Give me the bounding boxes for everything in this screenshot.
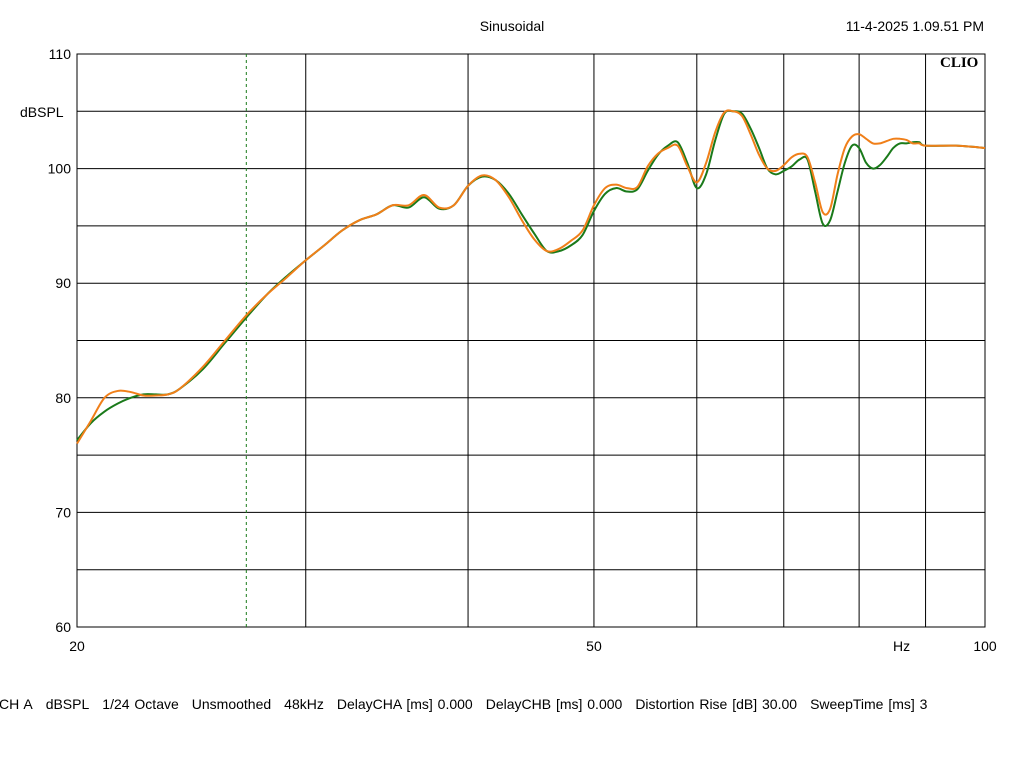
x-axis-unit-label: Hz: [893, 638, 910, 654]
frequency-response-chart: 110 100 90 80 70 60 20 50 100 dBSPL Hz CLIO: [20, 46, 997, 654]
y-tick-label: 110: [49, 46, 72, 62]
footer-item: 1/24 Octave: [102, 696, 179, 712]
footer-item: Unsmoothed: [191, 696, 272, 712]
y-tick-label: 90: [55, 275, 71, 291]
y-tick-label: 80: [55, 390, 71, 406]
chart-title: Sinusoidal: [479, 18, 545, 34]
footer-item: DelayCHA [ms] 0.000: [336, 696, 473, 712]
timestamp: 11-4-2025 1.09.51 PM: [845, 18, 984, 34]
y-axis-ticks: 110 100 90 80 70 60: [48, 46, 72, 635]
footer-item: DelayCHB [ms] 0.000: [485, 696, 623, 712]
y-axis-label: dBSPL: [20, 104, 64, 120]
footer-item: 48kHz: [284, 696, 324, 712]
series-layer: [76, 109, 986, 445]
series-line-2: [76, 109, 986, 445]
status-footer: CH A dBSPL 1/24 Octave Unsmoothed 48kHz Delay…: [0, 696, 940, 712]
x-tick-label: 50: [586, 638, 602, 654]
y-tick-label: 100: [48, 161, 72, 177]
footer-item: Distortion Rise [dB] 30.00: [635, 696, 798, 712]
y-tick-label: 60: [55, 619, 71, 635]
clio-logo: CLIO: [940, 55, 978, 71]
footer-item: SweepTime [ms] 3: [810, 696, 928, 712]
footer-item: CH A: [0, 696, 33, 712]
x-axis-ticks: 20 50 100: [69, 638, 997, 654]
x-tick-label: 20: [69, 638, 85, 654]
horizontal-grid: [77, 110, 985, 571]
y-tick-label: 70: [55, 504, 71, 520]
footer-item: dBSPL: [45, 696, 90, 712]
x-tick-label: 100: [973, 638, 997, 654]
